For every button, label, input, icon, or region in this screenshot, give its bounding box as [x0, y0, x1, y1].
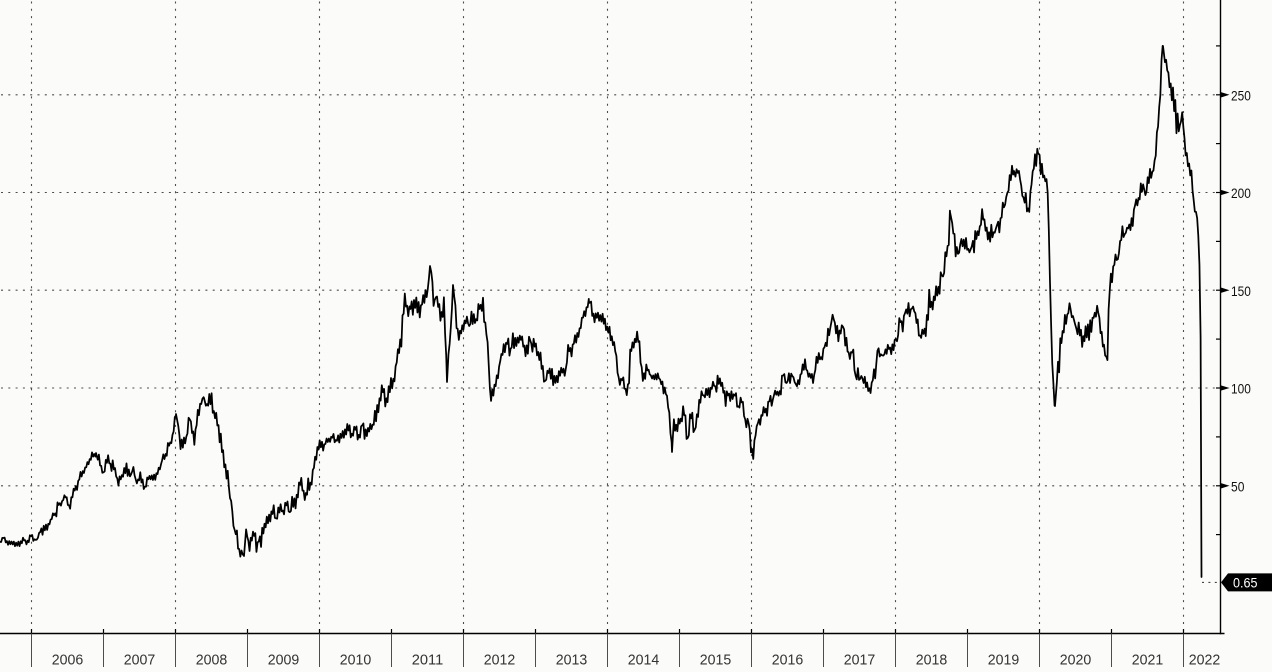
svg-text:2011: 2011 — [412, 652, 444, 667]
svg-text:2017: 2017 — [844, 652, 876, 667]
svg-text:2018: 2018 — [916, 652, 948, 667]
svg-text:150: 150 — [1231, 284, 1251, 299]
svg-text:2019: 2019 — [988, 652, 1020, 667]
svg-text:2008: 2008 — [196, 652, 228, 667]
svg-text:2009: 2009 — [268, 652, 300, 667]
svg-text:2020: 2020 — [1060, 652, 1092, 667]
svg-text:2006: 2006 — [52, 652, 84, 667]
svg-text:200: 200 — [1231, 186, 1251, 201]
svg-text:2007: 2007 — [124, 652, 156, 667]
svg-text:2015: 2015 — [700, 652, 732, 667]
svg-text:2012: 2012 — [484, 652, 516, 667]
svg-text:2022: 2022 — [1189, 652, 1221, 667]
svg-text:2014: 2014 — [628, 652, 660, 667]
svg-text:250: 250 — [1231, 88, 1251, 103]
svg-text:100: 100 — [1231, 382, 1251, 397]
svg-text:2010: 2010 — [340, 652, 372, 667]
svg-text:2021: 2021 — [1132, 652, 1164, 667]
svg-text:2016: 2016 — [772, 652, 804, 667]
svg-text:2013: 2013 — [556, 652, 588, 667]
svg-text:0.65: 0.65 — [1233, 575, 1258, 590]
svg-text:50: 50 — [1231, 479, 1244, 494]
